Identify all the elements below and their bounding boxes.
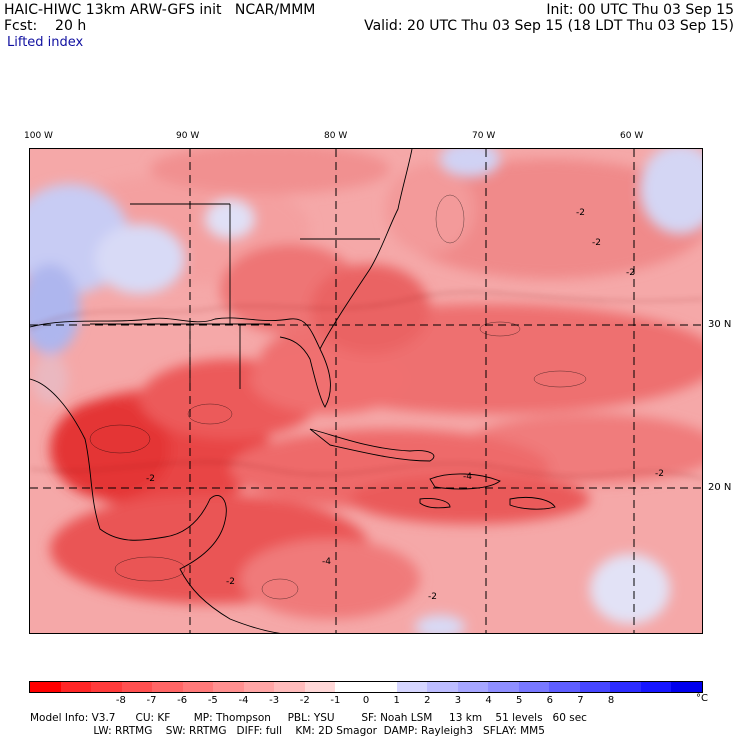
colorbar-tick-label: 4 <box>485 695 492 706</box>
colorbar <box>29 681 703 693</box>
colorbar-segment <box>121 682 153 692</box>
contour-label: -2 <box>428 592 437 602</box>
colorbar-segment <box>366 682 397 692</box>
model-info-line2: LW: RRTMG SW: RRTMG DIFF: full KM: 2D Sm… <box>30 725 545 737</box>
contour-label: -2 <box>226 577 235 587</box>
colorbar-tick-label: -8 <box>115 695 126 706</box>
colorbar-tick-label: -5 <box>207 695 218 706</box>
colorbar-segment <box>488 682 519 692</box>
contour-label: -2 <box>626 268 635 278</box>
closed-contours <box>89 194 587 600</box>
colorbar-tick-label: -3 <box>269 695 280 706</box>
lon-label-100w: 100 W <box>24 131 53 141</box>
colorbar-tick-label: 3 <box>454 695 462 706</box>
stable-regions <box>30 149 702 633</box>
colorbar-tick-label: -4 <box>238 695 249 706</box>
forecast-hour: Fcst: 20 h <box>4 18 87 34</box>
colorbar-tick-label: -6 <box>177 695 188 706</box>
colorbar-tick-label: -2 <box>299 695 310 706</box>
colorbar-tick-label: 2 <box>424 695 431 706</box>
model-title: HAIC-HIWC 13km ARW-GFS init NCAR/MMM <box>4 2 316 18</box>
colorbar-segment <box>304 682 336 692</box>
colorbar-segment <box>243 682 275 692</box>
contour-label-layer: -2 -2 -2 -4 -4 -2 -2 -2 -2 <box>146 208 664 602</box>
colorbar-tick-label: 5 <box>515 695 523 706</box>
colorbar-segment <box>60 682 92 692</box>
lon-label-90w: 90 W <box>176 131 200 141</box>
colorbar-segment <box>274 682 305 692</box>
colorbar-segment <box>640 682 672 692</box>
coastlines <box>30 149 556 633</box>
colorbar-tick-label: 6 <box>546 695 553 706</box>
colorbar-tick-label: 0 <box>362 695 370 706</box>
colorbar-segment <box>213 682 244 692</box>
lon-label-70w: 70 W <box>472 131 496 141</box>
colorbar-segment <box>182 682 214 692</box>
field-name: Lifted index <box>7 35 84 50</box>
colorbar-segment <box>396 682 428 692</box>
contour-label: -2 <box>576 208 585 218</box>
lon-label-60w: 60 W <box>620 131 644 141</box>
colorbar-segment <box>671 682 703 692</box>
colorbar-segment <box>549 682 580 692</box>
colorbar-segment <box>152 682 183 692</box>
lat-lon-grid <box>30 149 702 633</box>
colorbar-tick-label: -7 <box>146 695 157 706</box>
colorbar-tick-label: -1 <box>330 695 341 706</box>
contour-label: -4 <box>463 472 472 482</box>
model-info-line1: Model Info: V3.7 CU: KF MP: Thompson PBL… <box>30 712 587 724</box>
colorbar-tick-label: 7 <box>577 695 584 706</box>
lon-label-80w: 80 W <box>324 131 348 141</box>
lifted-index-map: -2 -2 -2 -4 -4 -2 -2 -2 -2 <box>29 148 703 634</box>
colorbar-segment <box>579 682 611 692</box>
colorbar-segment <box>91 682 122 692</box>
contour-label: -2 <box>592 238 601 248</box>
colorbar-segment <box>518 682 550 692</box>
field-shading <box>50 149 702 619</box>
colorbar-unit: °C <box>696 693 708 704</box>
map-canvas: -2 -2 -2 -4 -4 -2 -2 -2 -2 <box>30 149 702 633</box>
colorbar-segment <box>610 682 641 692</box>
colorbar-tick-label: 1 <box>393 695 400 706</box>
colorbar-segment <box>30 682 61 692</box>
lat-label-30n: 30 N <box>708 319 732 330</box>
valid-time: Valid: 20 UTC Thu 03 Sep 15 (18 LDT Thu … <box>364 18 734 34</box>
contour-label: -2 <box>146 474 155 484</box>
colorbar-segment <box>457 682 489 692</box>
contour-hint <box>30 291 702 479</box>
colorbar-segment <box>427 682 458 692</box>
lat-label-20n: 20 N <box>708 482 732 493</box>
contour-label: -2 <box>655 469 664 479</box>
colorbar-tick-label: 8 <box>607 695 615 706</box>
init-time: Init: 00 UTC Thu 03 Sep 15 <box>546 2 734 18</box>
colorbar-segment <box>335 682 367 692</box>
contour-label: -4 <box>322 557 331 567</box>
